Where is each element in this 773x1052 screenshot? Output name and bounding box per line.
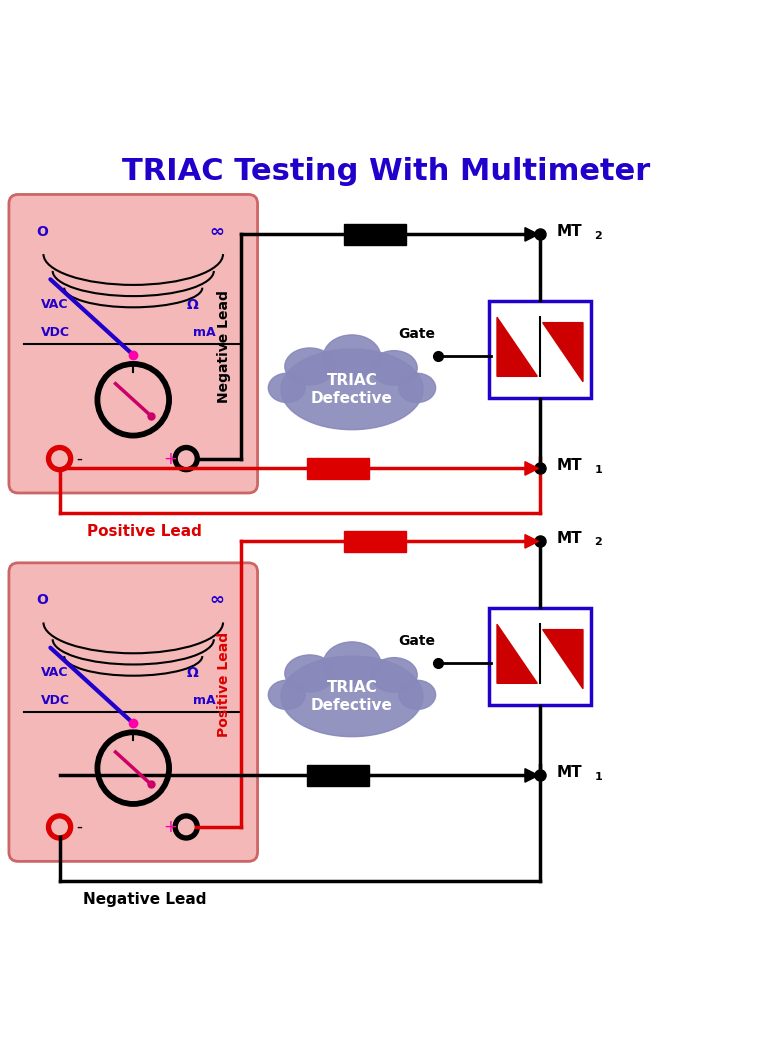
Text: 1: 1 <box>594 465 602 474</box>
Text: 2: 2 <box>594 538 602 547</box>
Text: TRIAC
Defective: TRIAC Defective <box>311 681 393 712</box>
Circle shape <box>52 820 67 834</box>
Text: mA: mA <box>193 694 216 707</box>
Text: -: - <box>77 818 83 836</box>
Ellipse shape <box>268 373 305 403</box>
Circle shape <box>46 446 73 471</box>
Text: 1: 1 <box>594 771 602 782</box>
Circle shape <box>101 736 165 801</box>
Bar <box>344 224 406 245</box>
Circle shape <box>173 814 199 839</box>
Ellipse shape <box>323 642 381 686</box>
Text: VDC: VDC <box>41 694 70 707</box>
Polygon shape <box>525 462 539 476</box>
Polygon shape <box>497 318 537 377</box>
Circle shape <box>101 367 165 432</box>
Bar <box>308 458 369 479</box>
Text: VAC: VAC <box>41 666 69 680</box>
Ellipse shape <box>371 658 417 692</box>
Polygon shape <box>543 323 583 382</box>
Circle shape <box>95 730 172 806</box>
Circle shape <box>52 451 67 466</box>
Circle shape <box>179 820 194 834</box>
Ellipse shape <box>323 335 381 380</box>
Circle shape <box>46 814 73 839</box>
Text: Ω: Ω <box>186 298 198 311</box>
Text: Positive Lead: Positive Lead <box>87 524 203 539</box>
Text: +: + <box>163 449 177 467</box>
Bar <box>308 765 369 786</box>
Text: 2: 2 <box>594 230 602 241</box>
Bar <box>489 608 591 705</box>
FancyBboxPatch shape <box>9 195 257 493</box>
Text: Gate: Gate <box>398 634 435 648</box>
Text: Gate: Gate <box>398 327 435 341</box>
Text: ∞: ∞ <box>209 223 224 241</box>
Text: MT: MT <box>557 224 583 239</box>
Text: Negative Lead: Negative Lead <box>216 290 231 403</box>
Ellipse shape <box>284 348 335 385</box>
Ellipse shape <box>399 373 436 403</box>
Text: Ω: Ω <box>186 666 198 680</box>
Text: +: + <box>163 818 177 836</box>
Polygon shape <box>543 629 583 689</box>
Text: Positive Lead: Positive Lead <box>216 631 231 736</box>
Text: TRIAC Testing With Multimeter: TRIAC Testing With Multimeter <box>122 157 651 186</box>
Ellipse shape <box>281 656 423 736</box>
Polygon shape <box>497 624 537 684</box>
Text: O: O <box>36 225 49 239</box>
Ellipse shape <box>281 349 423 429</box>
Text: -: - <box>77 449 83 467</box>
Text: VDC: VDC <box>41 326 70 339</box>
Circle shape <box>179 451 194 466</box>
Polygon shape <box>525 534 539 548</box>
Ellipse shape <box>268 681 305 709</box>
Bar <box>489 301 591 398</box>
Text: Negative Lead: Negative Lead <box>83 892 206 907</box>
Text: O: O <box>36 593 49 607</box>
Polygon shape <box>525 227 539 241</box>
Text: TRIAC
Defective: TRIAC Defective <box>311 373 393 406</box>
Text: VAC: VAC <box>41 298 69 311</box>
Text: ∞: ∞ <box>209 591 224 609</box>
Circle shape <box>95 362 172 438</box>
Circle shape <box>173 446 199 471</box>
Text: MT: MT <box>557 458 583 472</box>
Text: MT: MT <box>557 531 583 546</box>
Text: MT: MT <box>557 765 583 780</box>
Ellipse shape <box>284 655 335 692</box>
FancyBboxPatch shape <box>9 563 257 862</box>
Bar <box>344 530 406 552</box>
Polygon shape <box>525 769 539 783</box>
Text: mA: mA <box>193 326 216 339</box>
Ellipse shape <box>371 350 417 385</box>
Ellipse shape <box>399 681 436 709</box>
